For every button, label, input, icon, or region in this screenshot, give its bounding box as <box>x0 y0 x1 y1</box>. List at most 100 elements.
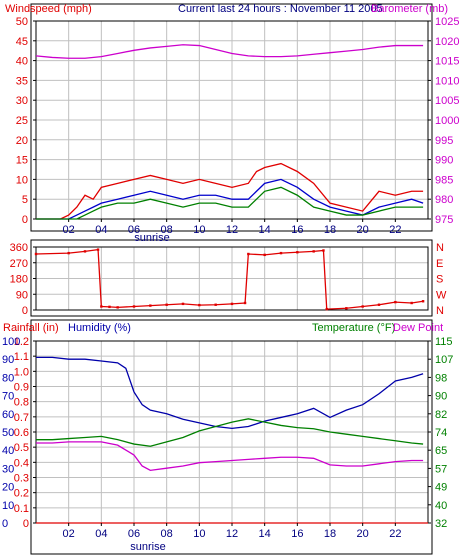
rainfall-tick-label: 0.6 <box>14 427 29 439</box>
y-left-tick-label: 30 <box>16 95 28 107</box>
temperature-tick-label: 98 <box>435 372 447 384</box>
y-left-tick-label: 0 <box>22 305 28 317</box>
rainfall-tick-label: 0.9 <box>14 382 29 394</box>
x-tick-label: 06 <box>128 528 140 540</box>
y-left-tick-label: 40 <box>16 56 28 68</box>
series-line-0-1 <box>36 178 424 220</box>
humidity-tick-label: 20 <box>2 482 14 494</box>
series-line-0-0 <box>36 162 424 220</box>
y-right-tick-label: 995 <box>435 135 453 147</box>
data-point <box>83 250 87 253</box>
rainfall-tick-label: 0.4 <box>14 457 29 469</box>
y-right-axis-title: Barometer (mb) <box>371 3 448 15</box>
data-point <box>198 303 201 307</box>
data-point <box>377 303 381 306</box>
data-point <box>394 300 397 304</box>
x-tick-label: 16 <box>291 224 303 236</box>
x-tick-label: 04 <box>95 528 107 540</box>
x-tick-label: 04 <box>95 224 107 236</box>
humidity-tick-label: 100 <box>2 336 20 348</box>
data-point <box>96 248 100 251</box>
x-tick-label: 16 <box>291 528 303 540</box>
data-point <box>181 302 185 306</box>
rainfall-tick-label: 0.8 <box>14 397 29 409</box>
y-left-tick-label: 90 <box>16 289 28 301</box>
data-point <box>263 253 266 257</box>
compass-label: S <box>436 274 443 286</box>
y-right-tick-label: 1025 <box>435 16 459 28</box>
data-point <box>67 251 70 255</box>
y-left-tick-label: 50 <box>16 16 28 28</box>
y-left-tick-label: 270 <box>10 258 28 270</box>
x-tick-label: 12 <box>226 528 238 540</box>
data-point <box>279 251 283 255</box>
series-line-0-3 <box>35 44 424 59</box>
humidity-tick-label: 80 <box>2 372 14 384</box>
temperature-tick-label: 57 <box>435 463 447 475</box>
x-tick-label: 12 <box>226 224 238 236</box>
data-point <box>247 252 250 256</box>
x-tick-label: 02 <box>63 224 75 236</box>
temperature-tick-label: 107 <box>435 354 453 366</box>
x-tick-label: 22 <box>389 224 401 236</box>
rainfall-tick-label: 0.7 <box>14 412 29 424</box>
y-left-tick-label: 20 <box>16 135 28 147</box>
x-tick-label: 08 <box>161 528 173 540</box>
rainfall-tick-label: 1.1 <box>14 351 29 363</box>
x-tick-label: 14 <box>259 224 271 236</box>
y-left-tick-label: 5 <box>22 194 28 206</box>
data-point <box>322 249 325 252</box>
rainfall-tick-label: 0.3 <box>14 473 29 485</box>
x-tick-label: 22 <box>389 528 401 540</box>
y-right-tick-label: 985 <box>435 174 453 186</box>
data-point <box>421 300 425 303</box>
data-point <box>243 301 247 305</box>
temperature-tick-label: 40 <box>435 500 447 512</box>
data-point <box>165 303 168 306</box>
humidity-tick-label: 90 <box>2 354 14 366</box>
temperature-tick-label: 49 <box>435 482 447 494</box>
data-point <box>100 305 103 308</box>
x-tick-label: 06 <box>128 224 140 236</box>
humidity-tick-label: 50 <box>2 427 14 439</box>
x-tick-label: 18 <box>324 224 336 236</box>
humidity-axis-title: Humidity (%) <box>68 322 131 334</box>
temperature-axis-title: Temperature (°F) <box>312 322 395 334</box>
y-right-tick-label: 1000 <box>435 115 459 127</box>
humidity-tick-label: 0 <box>2 518 8 530</box>
data-point <box>361 305 364 308</box>
y-left-tick-label: 15 <box>16 155 28 167</box>
y-left-tick-label: 25 <box>16 115 28 127</box>
data-point <box>108 305 111 309</box>
y-left-tick-label: 360 <box>10 242 28 254</box>
compass-label: W <box>436 289 447 301</box>
chart-title: Current last 24 hours : November 11 2005 <box>178 3 383 15</box>
x-tick-label: 20 <box>357 224 369 236</box>
y-right-tick-label: 1005 <box>435 95 459 107</box>
y-left-tick-label: 180 <box>10 274 28 286</box>
x-tick-label: 18 <box>324 528 336 540</box>
rainfall-tick-label: 0.2 <box>14 488 29 500</box>
rainfall-tick-label: 1.2 <box>14 336 29 348</box>
data-point <box>214 303 217 306</box>
series-line-1-0 <box>35 248 424 310</box>
temperature-tick-label: 65 <box>435 445 447 457</box>
temperature-tick-label: 90 <box>435 391 447 403</box>
compass-label: E <box>436 258 443 270</box>
humidity-tick-label: 60 <box>2 409 14 421</box>
y-right-tick-label: 1015 <box>435 56 459 68</box>
y-right-tick-label: 1010 <box>435 75 459 87</box>
x-tick-label: 08 <box>161 224 173 236</box>
y-left-tick-label: 35 <box>16 75 28 87</box>
series-line-0-2 <box>36 186 424 220</box>
y-right-tick-label: 990 <box>435 155 453 167</box>
temperature-tick-label: 32 <box>435 518 447 530</box>
humidity-tick-label: 70 <box>2 391 14 403</box>
plot-area <box>35 246 429 311</box>
x-tick-label: 10 <box>193 528 205 540</box>
y-right-tick-label: 980 <box>435 194 453 206</box>
x-tick-label: 02 <box>63 528 75 540</box>
y-right-tick-label: 975 <box>435 214 453 226</box>
